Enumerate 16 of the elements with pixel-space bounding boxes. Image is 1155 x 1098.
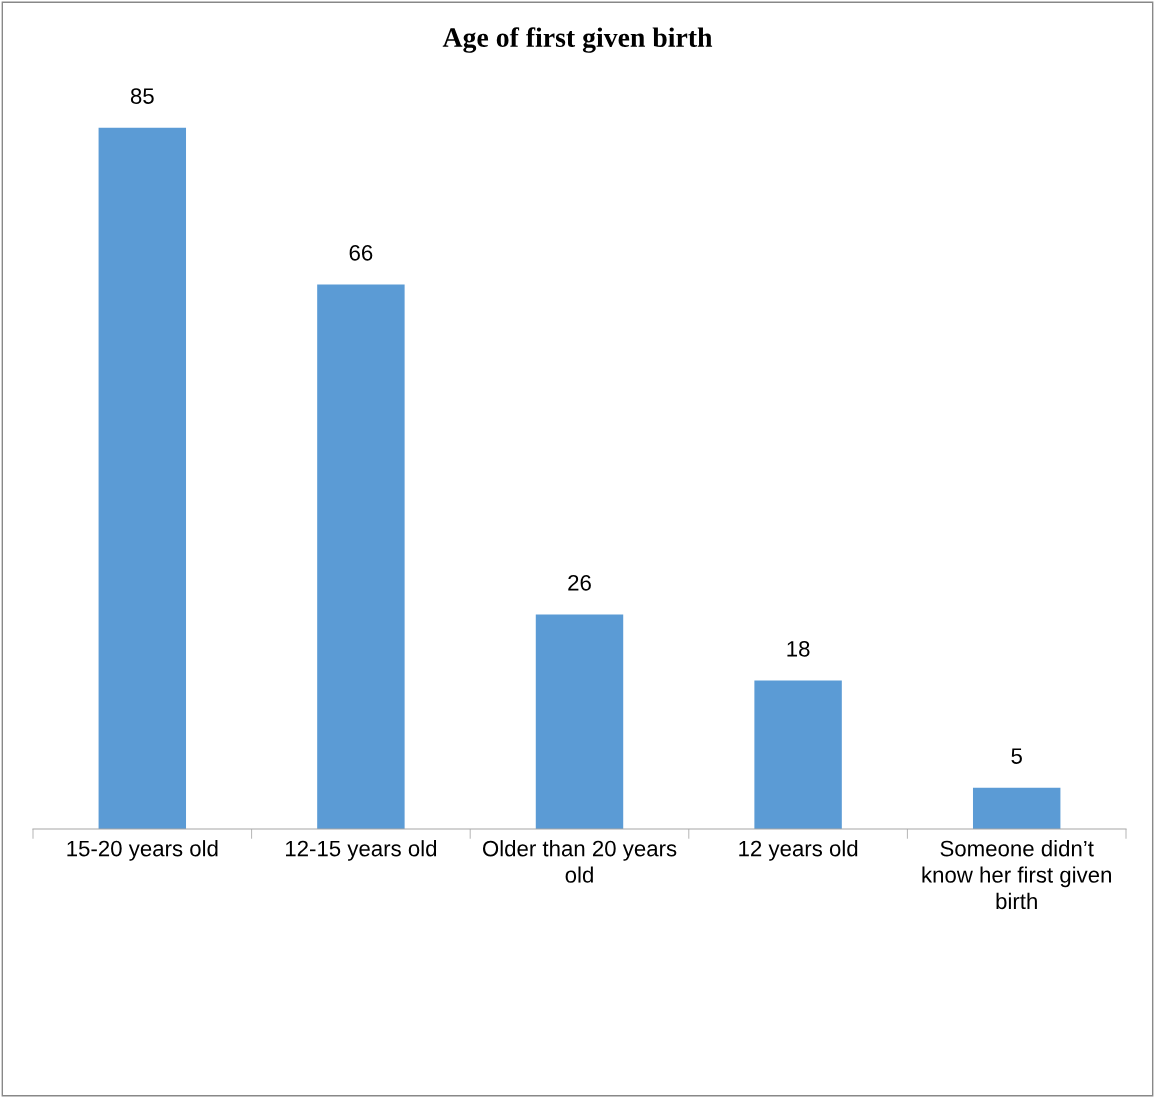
x-tick-label: 15-20 years old — [67, 840, 218, 861]
bar — [754, 680, 842, 829]
chart-title: Age of first given birth — [442, 27, 713, 53]
bar — [98, 127, 187, 829]
x-tick-label: Older than 20 years old — [482, 840, 677, 883]
bar — [535, 614, 624, 829]
data-label: 85 — [130, 88, 154, 104]
x-tick-label: 12 years old — [739, 840, 858, 861]
bar — [972, 787, 1061, 829]
bar — [317, 284, 405, 829]
x-tick-label: Someone didn’t know her first given birth — [922, 840, 1111, 910]
data-label: 66 — [349, 244, 373, 261]
data-label: 18 — [787, 640, 810, 657]
data-label: 26 — [568, 574, 591, 591]
data-label: 5 — [1011, 748, 1022, 764]
x-tick-label: 12-15 years old — [286, 840, 437, 861]
